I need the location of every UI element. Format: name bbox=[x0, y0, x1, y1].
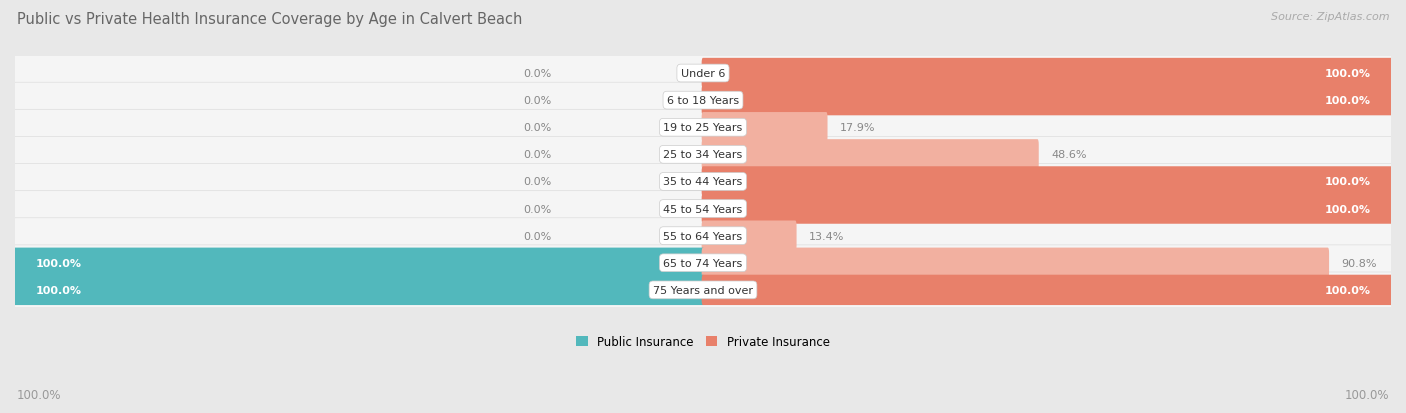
FancyBboxPatch shape bbox=[13, 56, 1393, 92]
Text: 0.0%: 0.0% bbox=[523, 177, 551, 187]
Text: 55 to 64 Years: 55 to 64 Years bbox=[664, 231, 742, 241]
Text: 75 Years and over: 75 Years and over bbox=[652, 285, 754, 295]
Text: 100.0%: 100.0% bbox=[35, 285, 82, 295]
Text: 100.0%: 100.0% bbox=[1324, 69, 1371, 79]
Text: 90.8%: 90.8% bbox=[1341, 258, 1376, 268]
Text: 0.0%: 0.0% bbox=[523, 96, 551, 106]
Text: 0.0%: 0.0% bbox=[523, 204, 551, 214]
Text: 6 to 18 Years: 6 to 18 Years bbox=[666, 96, 740, 106]
FancyBboxPatch shape bbox=[702, 140, 1039, 170]
FancyBboxPatch shape bbox=[702, 113, 828, 143]
Text: Under 6: Under 6 bbox=[681, 69, 725, 79]
Text: 35 to 44 Years: 35 to 44 Years bbox=[664, 177, 742, 187]
Legend: Public Insurance, Private Insurance: Public Insurance, Private Insurance bbox=[571, 331, 835, 353]
FancyBboxPatch shape bbox=[702, 86, 1392, 116]
Text: Source: ZipAtlas.com: Source: ZipAtlas.com bbox=[1271, 12, 1389, 22]
FancyBboxPatch shape bbox=[13, 164, 1393, 200]
Text: 17.9%: 17.9% bbox=[839, 123, 876, 133]
FancyBboxPatch shape bbox=[13, 218, 1393, 254]
Text: 100.0%: 100.0% bbox=[1324, 177, 1371, 187]
FancyBboxPatch shape bbox=[702, 248, 1329, 278]
Text: 13.4%: 13.4% bbox=[808, 231, 845, 241]
Text: 100.0%: 100.0% bbox=[1324, 285, 1371, 295]
Text: 0.0%: 0.0% bbox=[523, 123, 551, 133]
Text: 100.0%: 100.0% bbox=[1344, 388, 1389, 401]
Text: 48.6%: 48.6% bbox=[1052, 150, 1087, 160]
Text: 45 to 54 Years: 45 to 54 Years bbox=[664, 204, 742, 214]
Text: 25 to 34 Years: 25 to 34 Years bbox=[664, 150, 742, 160]
Text: 0.0%: 0.0% bbox=[523, 231, 551, 241]
FancyBboxPatch shape bbox=[13, 110, 1393, 146]
FancyBboxPatch shape bbox=[702, 275, 1392, 305]
FancyBboxPatch shape bbox=[13, 83, 1393, 119]
Text: 65 to 74 Years: 65 to 74 Years bbox=[664, 258, 742, 268]
FancyBboxPatch shape bbox=[13, 245, 1393, 281]
FancyBboxPatch shape bbox=[13, 272, 1393, 308]
Text: 0.0%: 0.0% bbox=[523, 69, 551, 79]
Text: 0.0%: 0.0% bbox=[523, 150, 551, 160]
Text: 19 to 25 Years: 19 to 25 Years bbox=[664, 123, 742, 133]
Text: 100.0%: 100.0% bbox=[1324, 96, 1371, 106]
FancyBboxPatch shape bbox=[13, 191, 1393, 227]
Text: 100.0%: 100.0% bbox=[35, 258, 82, 268]
FancyBboxPatch shape bbox=[14, 248, 704, 278]
FancyBboxPatch shape bbox=[702, 59, 1392, 89]
Text: 100.0%: 100.0% bbox=[1324, 204, 1371, 214]
FancyBboxPatch shape bbox=[702, 194, 1392, 224]
FancyBboxPatch shape bbox=[702, 167, 1392, 197]
Text: Public vs Private Health Insurance Coverage by Age in Calvert Beach: Public vs Private Health Insurance Cover… bbox=[17, 12, 522, 27]
FancyBboxPatch shape bbox=[702, 221, 797, 251]
FancyBboxPatch shape bbox=[14, 275, 704, 305]
FancyBboxPatch shape bbox=[13, 137, 1393, 173]
Text: 100.0%: 100.0% bbox=[17, 388, 62, 401]
